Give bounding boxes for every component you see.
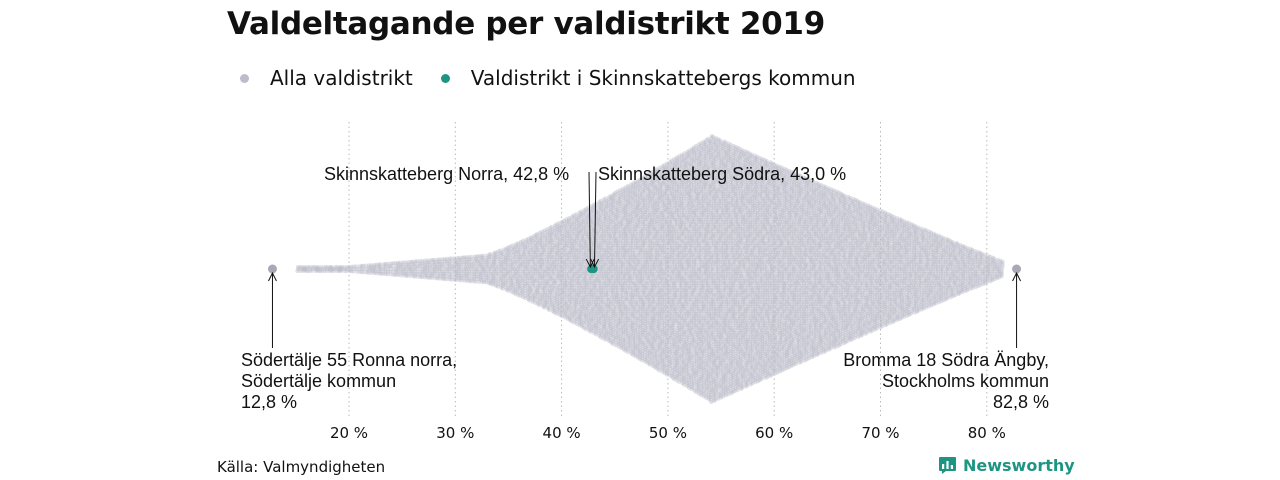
x-tick-label-20: 20 % bbox=[330, 424, 368, 442]
x-tick-label-50: 50 % bbox=[649, 424, 687, 442]
beeswarm-point bbox=[310, 269, 314, 273]
x-tick-label-60: 60 % bbox=[755, 424, 793, 442]
beeswarm-point bbox=[352, 269, 356, 273]
x-tick-label-70: 70 % bbox=[861, 424, 899, 442]
x-tick-label-80: 80 % bbox=[968, 424, 1006, 442]
x-tick-label-30: 30 % bbox=[436, 424, 474, 442]
x-tick-label-40: 40 % bbox=[543, 424, 581, 442]
